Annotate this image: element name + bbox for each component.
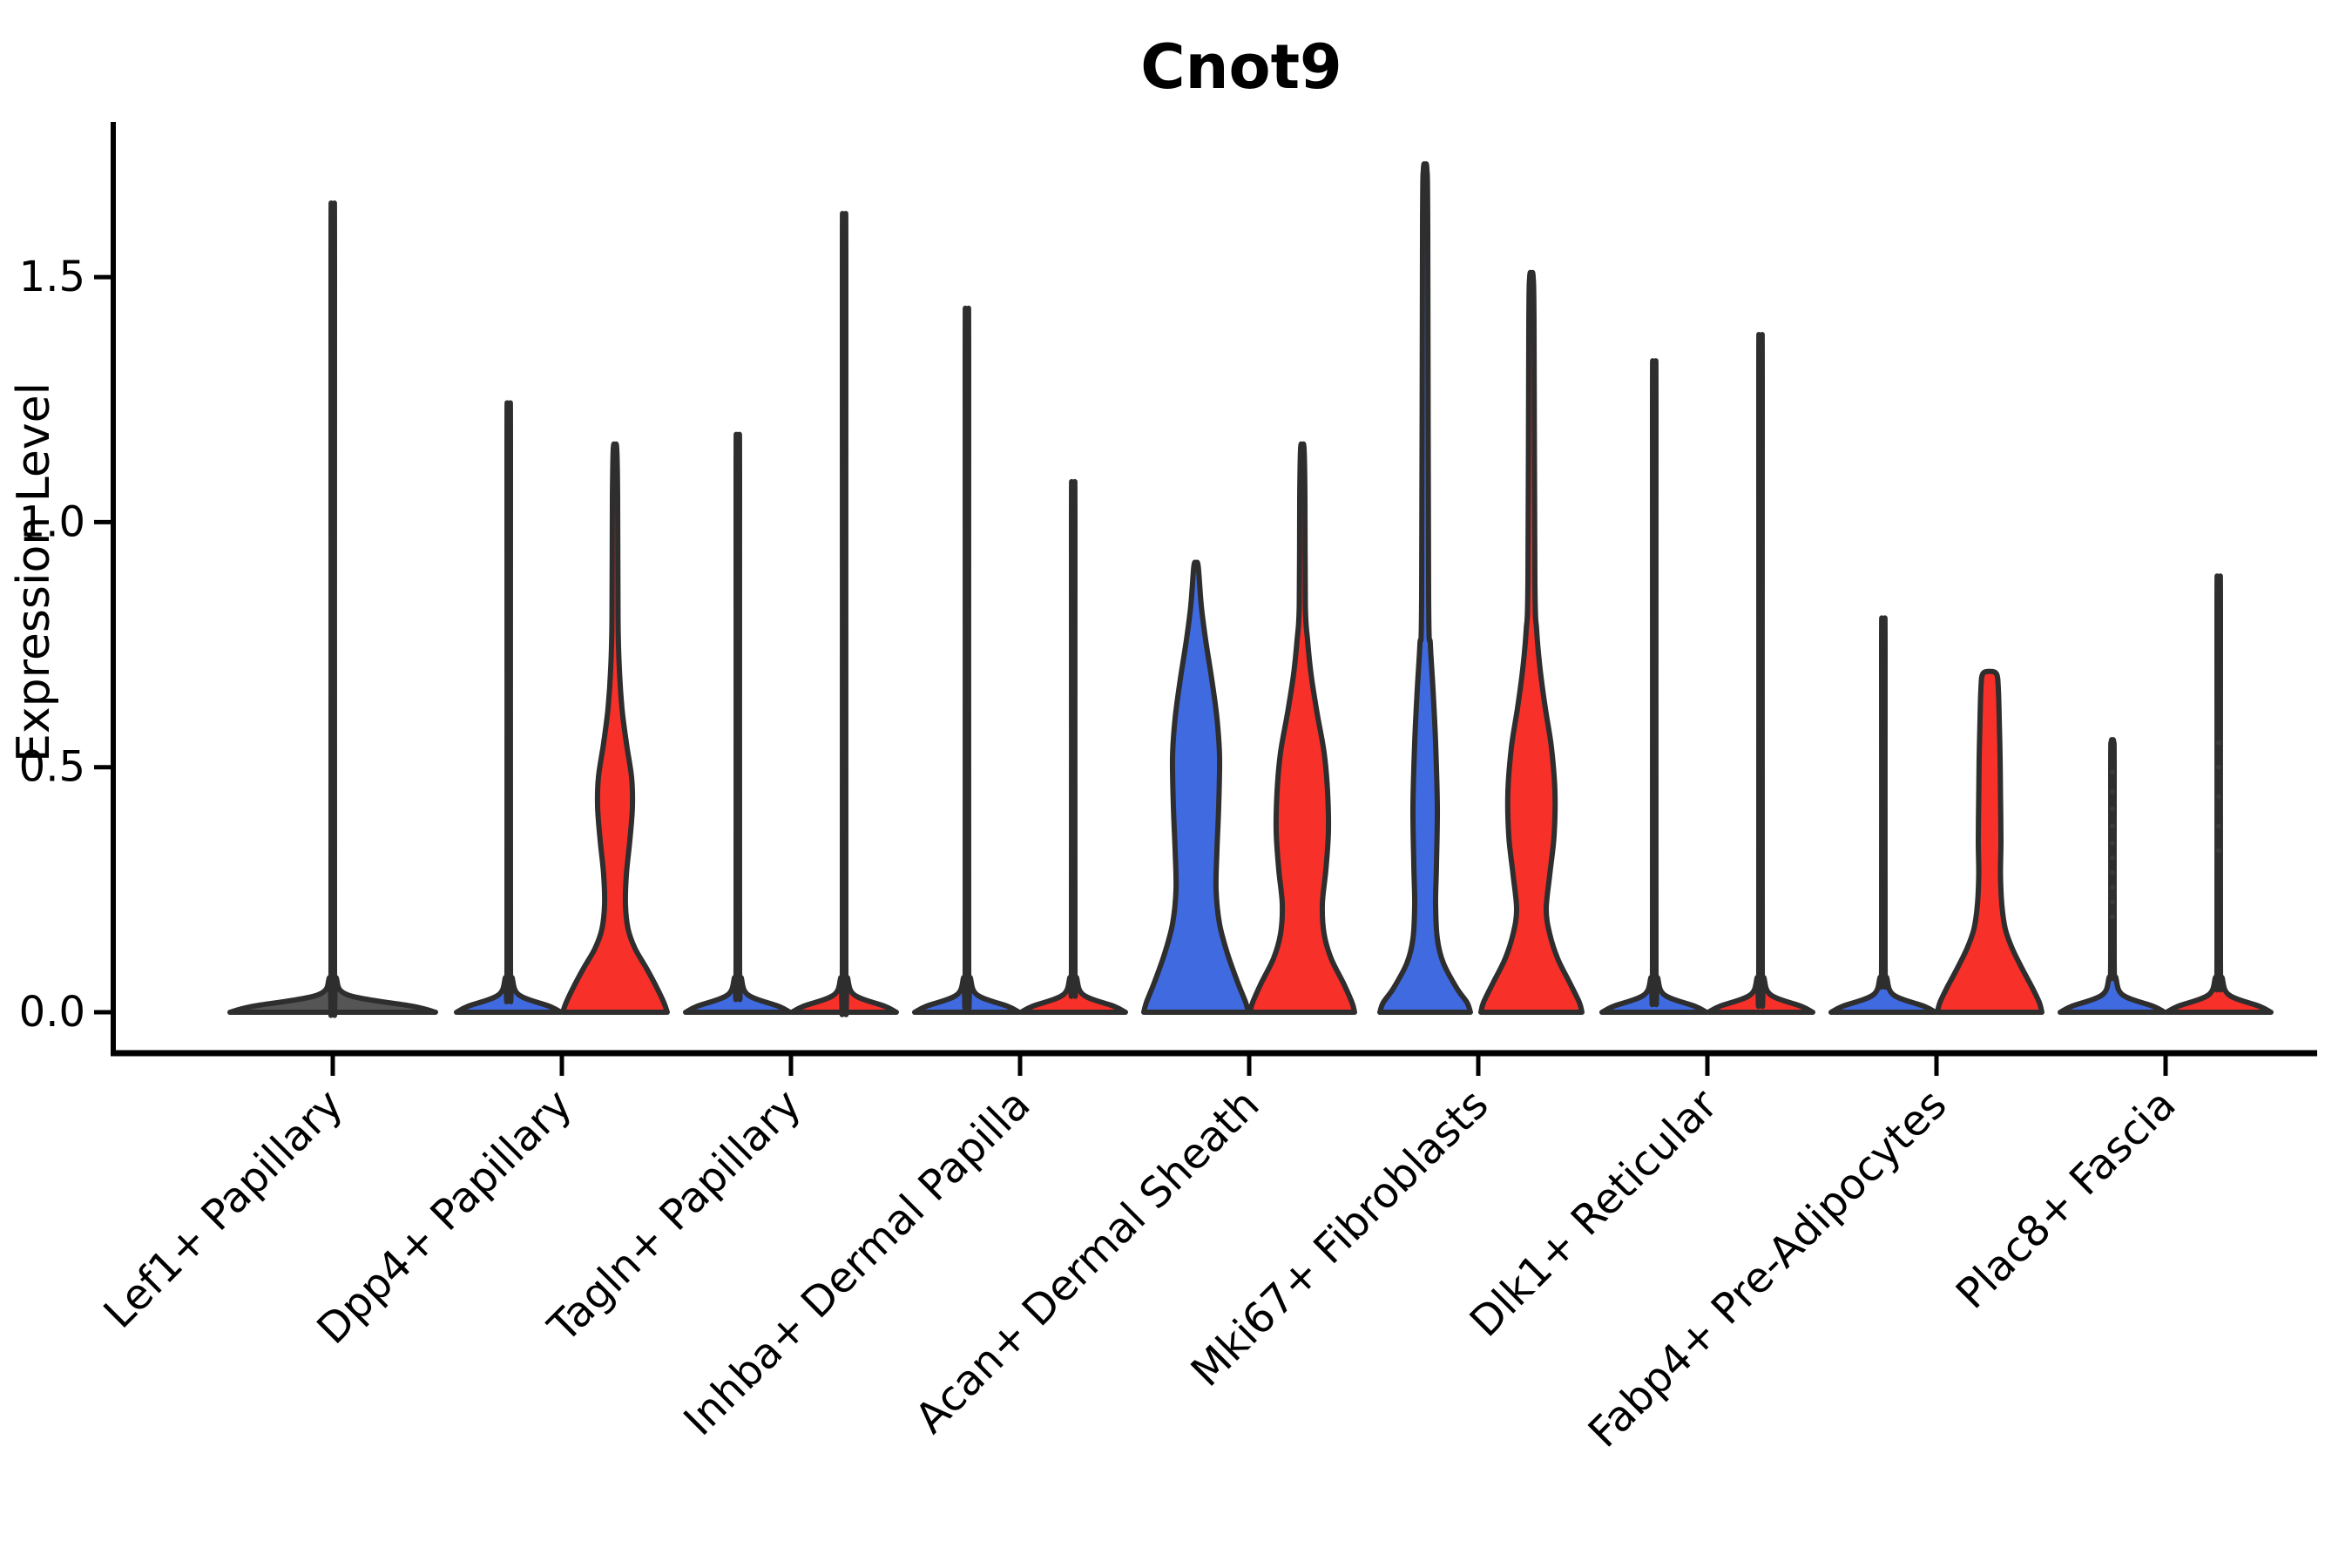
- violin-right-dpp4-papillary: [560, 441, 670, 1015]
- violin-left-dpp4-papillary: [454, 400, 564, 1015]
- violin-right-tagln-papillary: [789, 211, 899, 1017]
- data-point-dot: [2216, 848, 2221, 854]
- violin-left-plac8-fascia: [2058, 737, 2167, 1015]
- y-tick-label: 1.5: [19, 253, 85, 301]
- data-point-dot: [2110, 914, 2115, 920]
- violin-left-inhba-dermal-papilla: [912, 305, 1022, 1015]
- violins: [227, 161, 2274, 1018]
- x-tick-label: Tagln+ Papillary: [538, 1080, 810, 1352]
- violin-single-lef1-papillary: [227, 200, 438, 1018]
- data-point-dot: [2110, 769, 2115, 775]
- violin-left-fabp4-pre-adipocytes: [1828, 615, 1938, 1015]
- chart-title: Cnot9: [1140, 31, 1342, 103]
- x-tick-label: Lef1+ Papillary: [95, 1080, 353, 1338]
- x-tick-label: Plac8+ Fascia: [1947, 1080, 2186, 1319]
- data-point-dot: [2110, 840, 2115, 846]
- y-axis-ticks: 0.0 0.5 1.0 1.5: [19, 253, 113, 1037]
- x-tick-label: Dpp4+ Papillary: [308, 1080, 581, 1354]
- violin-left-dlk1-reticular: [1599, 358, 1709, 1015]
- data-point-dot: [2110, 899, 2115, 905]
- violin-right-mki67-fibroblasts: [1478, 269, 1585, 1015]
- violin-right-dlk1-reticular: [1706, 332, 1815, 1015]
- y-axis-label: Expression Level: [8, 382, 60, 762]
- y-tick-label: 0.5: [19, 743, 85, 792]
- violin-right-inhba-dermal-papilla: [1018, 479, 1128, 1015]
- data-point-dot: [2110, 855, 2115, 861]
- data-point-dot: [2110, 869, 2115, 875]
- violin-right-fabp4-pre-adipocytes: [1935, 668, 2044, 1015]
- x-tick-label: Dlk1+ Reticular: [1461, 1080, 1727, 1347]
- violin-left-acan-dermal-sheath: [1141, 559, 1251, 1015]
- violin-left-tagln-papillary: [683, 431, 793, 1015]
- y-tick-label: 0.0: [19, 988, 85, 1037]
- data-point-dot: [2216, 794, 2221, 800]
- violin-left-mki67-fibroblasts: [1377, 161, 1473, 1015]
- data-point-dot: [2110, 806, 2115, 812]
- y-tick-label: 1.0: [19, 497, 85, 546]
- data-point-dot: [2110, 884, 2115, 890]
- data-point-dot: [2216, 823, 2221, 829]
- violin-right-acan-dermal-sheath: [1247, 441, 1357, 1015]
- data-point-dot: [2216, 764, 2221, 770]
- data-point-dot: [2216, 740, 2221, 746]
- data-point-dot: [2110, 823, 2115, 829]
- data-point-dot: [2110, 788, 2115, 794]
